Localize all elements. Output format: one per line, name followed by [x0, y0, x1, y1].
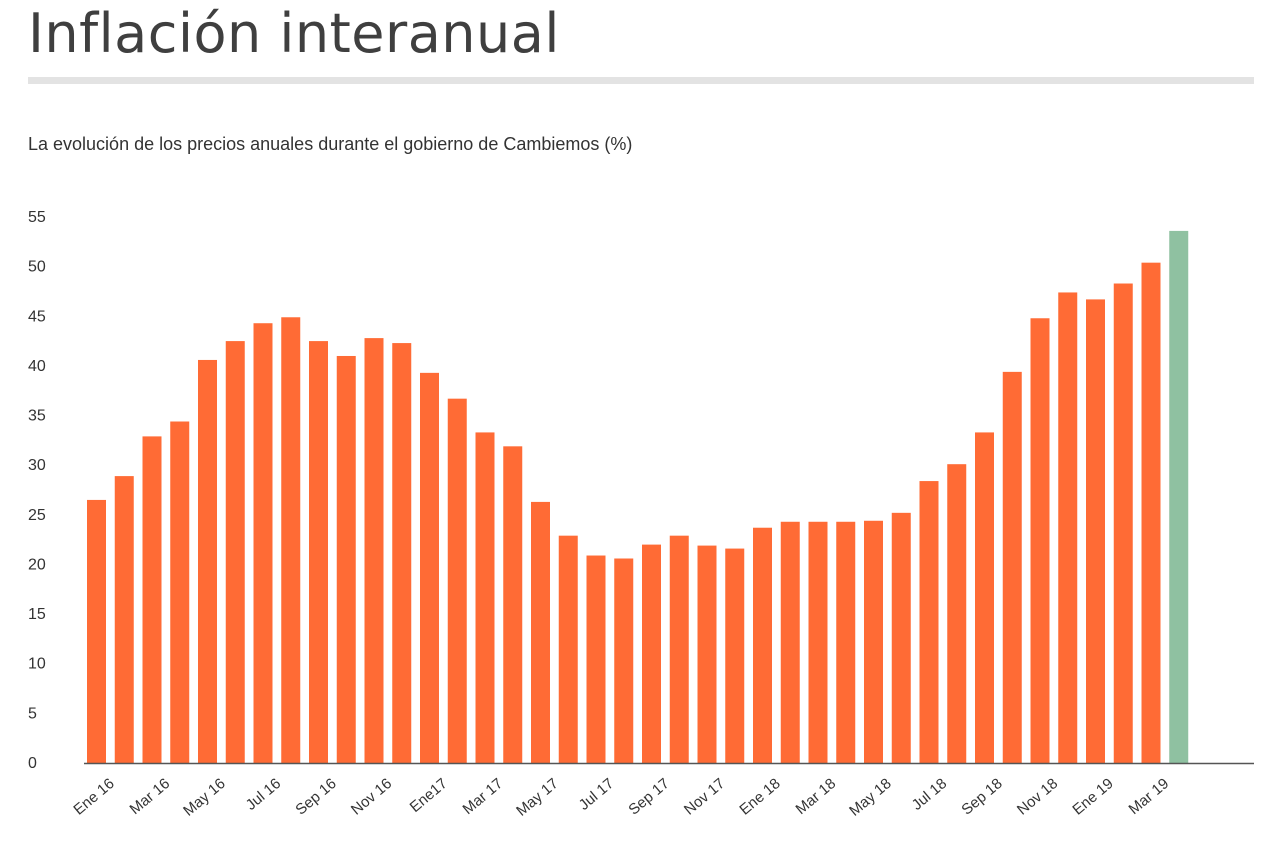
x-tick-label: Sep 16 — [292, 775, 339, 819]
bar — [947, 464, 967, 763]
y-tick-label: 55 — [28, 209, 46, 226]
bar — [392, 343, 412, 763]
bar — [558, 535, 578, 763]
bar — [198, 359, 217, 763]
bar — [142, 436, 162, 763]
bar — [669, 535, 689, 763]
bar — [447, 398, 467, 763]
bar — [1002, 371, 1022, 763]
chart-title: Inflación interanual — [28, 2, 560, 65]
y-axis: 0 5 10 15 20 25 30 35 40 45 50 55 — [28, 209, 46, 772]
y-tick-label: 50 — [28, 259, 46, 276]
bar — [1086, 299, 1105, 763]
bar — [614, 558, 634, 763]
x-tick-label: Nov 17 — [681, 775, 728, 819]
bar — [1058, 292, 1078, 763]
x-tick-label: Sep 17 — [625, 775, 672, 819]
title-divider — [28, 77, 1254, 84]
y-tick-label: 0 — [28, 755, 37, 772]
y-tick-label: 25 — [28, 507, 46, 524]
x-tick-label: Sep 18 — [958, 775, 1005, 819]
bar — [1030, 318, 1050, 763]
bar — [364, 338, 384, 763]
bar — [253, 323, 273, 763]
bar — [642, 544, 661, 763]
bar — [531, 501, 550, 763]
y-tick-label: 45 — [28, 308, 46, 325]
x-tick-label: Mar 18 — [793, 775, 840, 818]
x-tick-label: Jul 17 — [576, 775, 618, 814]
bar — [864, 520, 883, 763]
x-tick-label: Jul 16 — [243, 775, 285, 814]
bar — [336, 355, 356, 763]
y-tick-label: 15 — [28, 606, 46, 623]
x-axis: Ene 16 Mar 16 May 16 Jul 16 Sep 16 Nov 16 Ene1… — [70, 775, 1172, 820]
x-tick-label: Mar 19 — [1126, 775, 1173, 818]
bar — [891, 512, 911, 763]
x-tick-label: Mar 16 — [127, 775, 174, 818]
bar — [1113, 283, 1133, 763]
bar — [87, 499, 106, 763]
y-tick-label: 30 — [28, 457, 46, 474]
y-tick-label: 10 — [28, 656, 46, 673]
chart-subtitle: La evolución de los precios anuales dura… — [28, 134, 633, 154]
bar — [309, 341, 328, 763]
bars — [87, 230, 1189, 763]
x-tick-label: Nov 16 — [348, 775, 395, 819]
bar — [697, 545, 717, 763]
bar — [836, 521, 856, 763]
bar — [808, 521, 828, 763]
bar — [503, 446, 523, 763]
bar — [1169, 230, 1189, 763]
x-tick-label: Ene 19 — [1069, 775, 1116, 819]
x-tick-label: Ene 18 — [736, 775, 783, 819]
bar — [753, 527, 772, 763]
bar — [919, 481, 939, 763]
bar — [114, 476, 134, 763]
bar — [281, 317, 301, 763]
x-tick-label: Jul 18 — [909, 775, 951, 814]
bar — [225, 341, 245, 763]
bar — [586, 555, 606, 763]
x-tick-label: Ene 16 — [70, 775, 117, 819]
x-tick-label: Nov 18 — [1014, 775, 1061, 819]
y-tick-label: 5 — [28, 705, 37, 722]
x-tick-label: May 18 — [846, 775, 895, 820]
x-tick-label: Mar 17 — [460, 775, 507, 818]
x-tick-label: Ene17 — [407, 775, 451, 816]
y-tick-label: 40 — [28, 358, 46, 375]
y-tick-label: 35 — [28, 408, 46, 425]
x-tick-label: May 16 — [180, 775, 229, 820]
bar — [725, 548, 745, 763]
bar — [975, 432, 994, 763]
y-tick-label: 20 — [28, 556, 46, 573]
bar — [420, 372, 439, 763]
bar — [170, 421, 190, 763]
bar — [1141, 262, 1161, 763]
x-tick-label: May 17 — [513, 775, 562, 820]
bar — [475, 432, 495, 763]
bar — [780, 521, 800, 763]
